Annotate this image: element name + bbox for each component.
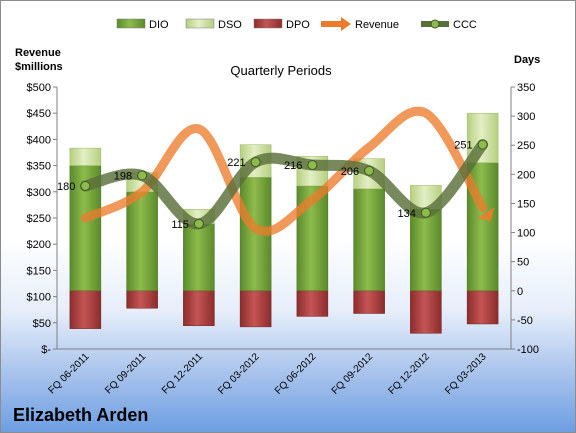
right-tick-label: -50 — [517, 315, 533, 327]
left-tick-label: $200 — [27, 239, 51, 251]
bar-dio — [183, 223, 215, 292]
ccc-point — [364, 165, 375, 176]
right-tick-label: 100 — [517, 228, 535, 240]
bar-dpo — [410, 290, 442, 334]
x-tick-label: FQ 03-2013 — [443, 351, 489, 397]
company-name: Elizabeth Arden — [13, 405, 149, 425]
x-tick-label: FQ 09-2012 — [330, 351, 376, 397]
bar-dpo — [126, 290, 158, 309]
legend-item-ccc: CCC — [421, 19, 477, 31]
ccc-point — [477, 139, 488, 150]
right-tick-label: 50 — [517, 257, 529, 269]
x-tick-label: FQ 03-2012 — [216, 351, 262, 397]
legend-item-dso: DSO — [185, 18, 242, 31]
ccc-point — [137, 170, 148, 181]
ccc-data-label: 180 — [57, 181, 75, 193]
left-tick-label: $250 — [27, 213, 51, 225]
left-tick-label: $500 — [27, 82, 51, 94]
right-tick-label: 300 — [517, 111, 535, 123]
legend-item-dio: DIO — [116, 18, 169, 31]
ccc-data-label: 198 — [114, 170, 132, 182]
ccc-data-label: 251 — [454, 140, 472, 152]
legend-swatch-dso — [185, 18, 215, 29]
right-tick-label: 250 — [517, 140, 535, 152]
left-tick-label: $150 — [27, 265, 51, 277]
chart-title: Quarterly Periods — [230, 63, 332, 78]
bar-dpo — [296, 290, 329, 317]
ccc-data-labels: 180 198 115 221 216 206 134 251 — [57, 140, 473, 231]
left-tick-label: $100 — [27, 292, 51, 304]
legend-label-dio: DIO — [149, 19, 169, 31]
bar-dio — [410, 209, 442, 292]
legend: DIO DSO DPO Revenue CCC — [116, 17, 477, 31]
left-tick-label: $300 — [27, 187, 51, 199]
left-tick-label: $- — [41, 344, 51, 356]
legend-label-ccc: CCC — [453, 19, 477, 31]
left-axis-title: Revenue — [15, 47, 61, 59]
right-tick-label: 200 — [517, 169, 535, 181]
legend-label-revenue: Revenue — [355, 19, 399, 31]
legend-swatch-dpo — [253, 18, 283, 29]
ccc-point — [307, 160, 318, 171]
x-tick-label: FQ 06-2012 — [273, 351, 319, 397]
ccc-data-label: 115 — [171, 219, 189, 231]
left-tick-label: $450 — [27, 108, 51, 120]
right-tick-label: 150 — [517, 198, 535, 210]
legend-swatch-dio — [116, 18, 146, 29]
bar-dpo — [239, 290, 272, 328]
ccc-point — [250, 157, 261, 168]
legend-marker-icon — [430, 19, 440, 29]
right-tick-label: -100 — [517, 344, 539, 356]
lines — [79, 106, 495, 236]
right-axis-title: Days — [514, 54, 540, 66]
x-tick-label: FQ 09-2011 — [103, 351, 148, 396]
bar-dio — [126, 191, 158, 292]
revenue-arrowhead-icon — [477, 207, 495, 222]
x-tick-label: FQ 06-2011 — [47, 351, 92, 396]
ccc-point — [420, 207, 431, 218]
left-axis-title-unit: $millions — [15, 61, 63, 73]
x-tick-label: FQ 12-2012 — [386, 351, 432, 397]
bar-dpo — [69, 290, 102, 329]
revenue-line — [80, 106, 488, 236]
axes — [53, 86, 515, 350]
ccc-point — [193, 218, 204, 229]
bar-dio — [353, 188, 385, 292]
left-tick-label: $50 — [33, 318, 51, 330]
legend-label-dpo: DPO — [286, 19, 310, 31]
bar-dpo — [466, 290, 499, 325]
legend-label-dso: DSO — [218, 19, 242, 31]
legend-item-dpo: DPO — [253, 18, 310, 31]
ccc-data-label: 221 — [227, 157, 245, 169]
legend-arrow-icon — [341, 17, 351, 31]
left-tick-label: $350 — [27, 161, 51, 173]
bar-dpo — [183, 290, 215, 326]
ccc-data-label: 206 — [341, 166, 359, 178]
x-tick-label: FQ 12-2011 — [160, 351, 205, 396]
legend-item-revenue: Revenue — [321, 17, 399, 31]
left-tick-label: $400 — [27, 134, 51, 146]
ccc-data-label: 216 — [284, 160, 302, 172]
ccc-point — [80, 180, 91, 191]
right-tick-label: 0 — [517, 286, 523, 298]
ccc-data-label: 134 — [398, 208, 416, 220]
bar-dpo — [353, 290, 385, 314]
bar-dso — [69, 147, 102, 166]
right-tick-label: 350 — [517, 82, 535, 94]
